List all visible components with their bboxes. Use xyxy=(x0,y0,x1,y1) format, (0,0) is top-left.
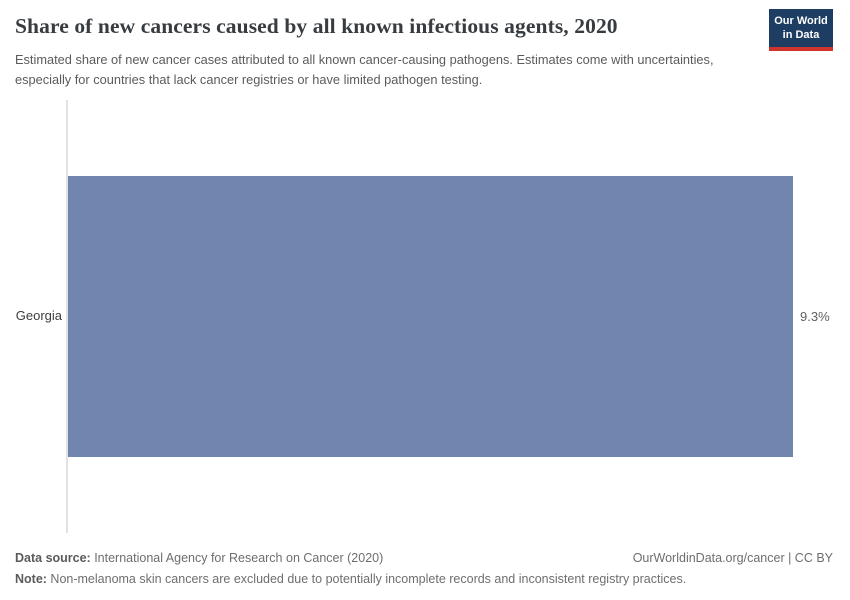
chart-subtitle: Estimated share of new cancer cases attr… xyxy=(15,52,714,88)
owid-logo[interactable]: Our World in Data xyxy=(769,9,833,51)
value-label-georgia: 9.3% xyxy=(800,309,830,324)
chart-title: Share of new cancers caused by all known… xyxy=(15,14,618,38)
rights-link[interactable]: OurWorldinData.org/cancer | CC BY xyxy=(632,551,833,565)
owid-logo-line2: in Data xyxy=(782,29,820,42)
chart-footer: Data source: International Agency for Re… xyxy=(15,548,833,589)
footer-row-source: Data source: International Agency for Re… xyxy=(15,548,833,569)
data-source-text: International Agency for Research on Can… xyxy=(90,551,384,565)
data-source-line: Data source: International Agency for Re… xyxy=(15,548,383,569)
y-axis-line xyxy=(66,100,68,533)
footer-row-note: Note: Non-melanoma skin cancers are excl… xyxy=(15,569,833,590)
data-source-prefix: Data source: xyxy=(15,551,91,565)
bar-georgia[interactable] xyxy=(68,176,793,457)
note-prefix: Note: xyxy=(15,571,47,586)
note-text: Non-melanoma skin cancers are excluded d… xyxy=(46,571,687,586)
owid-logo-line1: Our World xyxy=(774,15,828,27)
category-label-georgia: Georgia xyxy=(15,308,62,323)
